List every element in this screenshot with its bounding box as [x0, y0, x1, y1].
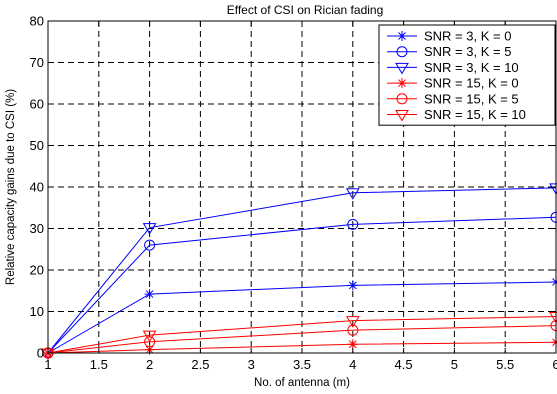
series-layer — [41, 183, 557, 360]
x-tick-label: 5 — [451, 357, 458, 372]
x-tick-label: 4 — [349, 357, 356, 372]
y-tick-label: 80 — [30, 14, 44, 29]
legend-label: SNR = 15, K = 5 — [424, 91, 519, 106]
y-tick-label: 10 — [30, 304, 44, 319]
legend-marker — [396, 93, 408, 105]
series-line — [47, 281, 557, 354]
x-tick-label: 1 — [44, 357, 51, 372]
data-point — [347, 324, 359, 336]
y-tick-label: 30 — [30, 221, 44, 236]
legend-label: SNR = 3, K = 10 — [424, 60, 519, 75]
y-axis-label: Relative capacity gains due to CSI (%) — [5, 89, 17, 285]
x-tick-label: 4.5 — [395, 357, 413, 372]
data-point — [347, 218, 359, 230]
data-point — [144, 239, 156, 251]
x-tick-label: 2 — [146, 357, 153, 372]
series-line — [47, 187, 557, 354]
series-line — [47, 315, 557, 354]
legend-marker — [395, 62, 409, 75]
legend-label: SNR = 15, K = 10 — [424, 107, 526, 122]
x-tick-label: 5.5 — [496, 357, 514, 372]
y-tick-label: 40 — [30, 180, 44, 195]
y-tick-label: 70 — [30, 55, 44, 70]
data-point — [144, 289, 155, 300]
legend-marker — [395, 110, 409, 122]
series-line — [47, 216, 557, 354]
data-point — [142, 330, 157, 343]
legend-item: SNR = 15, K = 5 — [387, 91, 519, 106]
data-point — [345, 316, 360, 328]
x-axis-label: No. of antenna (m) — [254, 377, 350, 389]
legend-item: SNR = 15, K = 10 — [387, 107, 526, 122]
legend-label: SNR = 3, K = 0 — [424, 29, 511, 44]
y-tick-label: 0 — [37, 346, 44, 361]
y-tick-label: 20 — [30, 263, 44, 278]
series-5 — [41, 311, 557, 360]
legend-label: SNR = 15, K = 0 — [424, 76, 519, 91]
x-tick-label: 2.5 — [191, 357, 209, 372]
data-point — [347, 339, 358, 350]
x-tick-label: 3 — [248, 357, 255, 372]
x-tick-label: 1.5 — [90, 357, 108, 372]
series-line — [47, 325, 557, 354]
legend-item: SNR = 15, K = 0 — [387, 76, 519, 91]
data-point — [144, 336, 156, 348]
x-tick-label: 6 — [552, 357, 557, 372]
legend-item: SNR = 3, K = 0 — [387, 29, 511, 44]
legend-marker — [397, 31, 407, 41]
legend-box — [378, 24, 556, 126]
data-point — [142, 223, 157, 235]
y-tick-label: 50 — [30, 138, 44, 153]
legend-item: SNR = 3, K = 5 — [387, 44, 511, 59]
y-tick-label: 60 — [30, 97, 44, 112]
data-point — [345, 188, 360, 200]
x-tick-label: 3.5 — [293, 357, 311, 372]
chart-title: Effect of CSI on Rician fading — [227, 3, 384, 17]
legend-marker — [397, 78, 407, 89]
legend-item: SNR = 3, K = 10 — [387, 60, 519, 75]
data-point — [347, 280, 358, 291]
legend-marker — [396, 46, 408, 58]
legend-label: SNR = 3, K = 5 — [424, 44, 511, 59]
